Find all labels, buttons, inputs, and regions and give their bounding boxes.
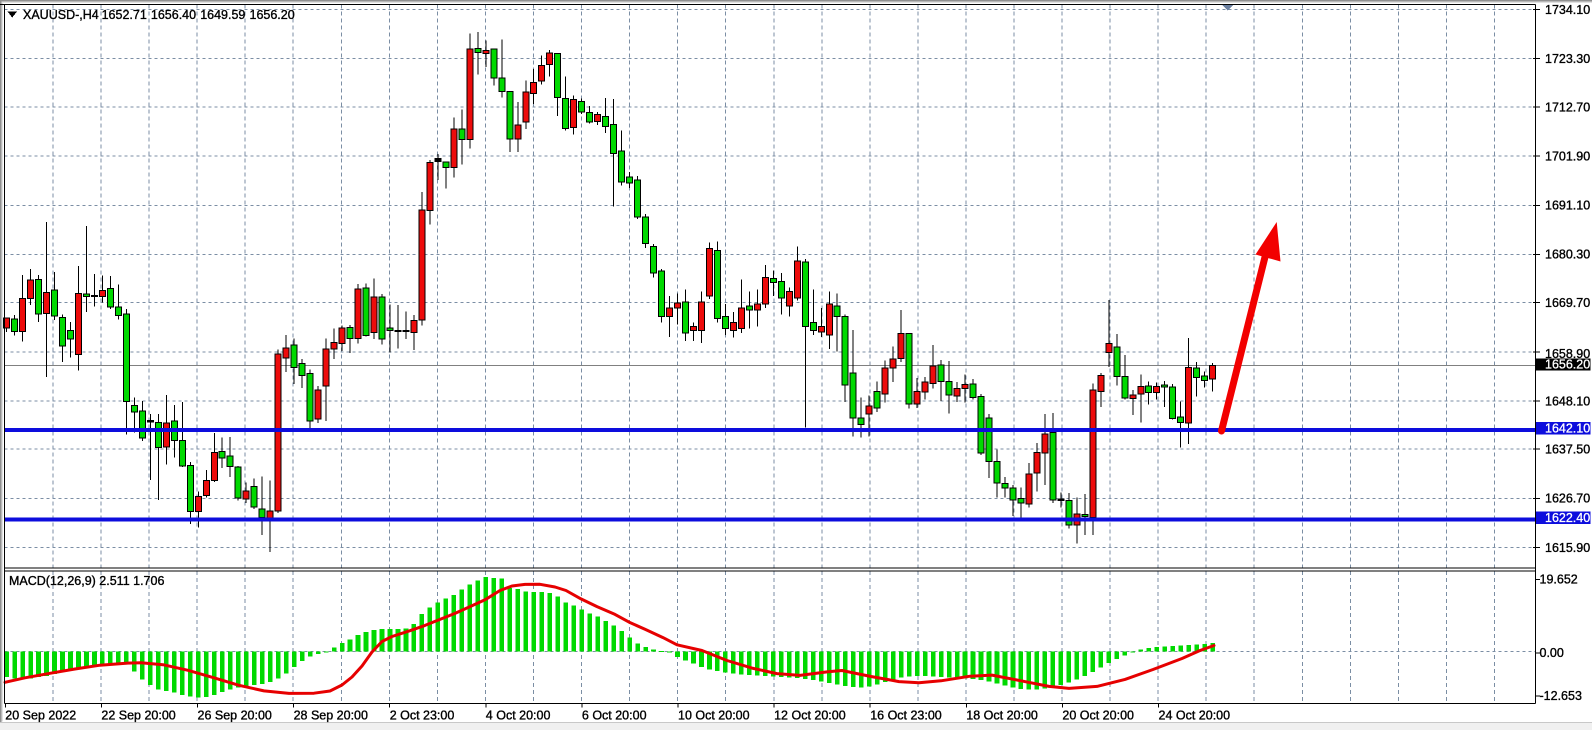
svg-text:-12.653: -12.653 [1540, 689, 1582, 703]
svg-text:1701.90: 1701.90 [1545, 149, 1590, 163]
svg-text:1642.10: 1642.10 [1545, 422, 1590, 436]
svg-text:1712.70: 1712.70 [1545, 100, 1590, 114]
svg-text:1652.71: 1652.71 [102, 8, 147, 22]
svg-text:2 Oct 23:00: 2 Oct 23:00 [390, 709, 455, 723]
svg-text:1626.70: 1626.70 [1545, 492, 1590, 506]
svg-text:26 Sep 20:00: 26 Sep 20:00 [198, 709, 272, 723]
svg-text:1734.10: 1734.10 [1545, 3, 1590, 17]
svg-text:24 Oct 20:00: 24 Oct 20:00 [1159, 709, 1231, 723]
svg-text:1615.90: 1615.90 [1545, 541, 1590, 555]
svg-text:16 Oct 23:00: 16 Oct 23:00 [870, 709, 942, 723]
svg-text:1691.10: 1691.10 [1545, 199, 1590, 213]
svg-text:22 Sep 20:00: 22 Sep 20:00 [101, 709, 175, 723]
svg-text:18 Oct 20:00: 18 Oct 20:00 [966, 709, 1038, 723]
svg-text:1656.40: 1656.40 [151, 8, 196, 22]
svg-text:1637.50: 1637.50 [1545, 443, 1590, 457]
svg-text:12 Oct 20:00: 12 Oct 20:00 [774, 709, 846, 723]
svg-text:1656.20: 1656.20 [250, 8, 295, 22]
svg-text:1648.10: 1648.10 [1545, 394, 1590, 408]
svg-text:1649.59: 1649.59 [200, 8, 245, 22]
svg-text:6 Oct 20:00: 6 Oct 20:00 [582, 709, 647, 723]
svg-text:4 Oct 20:00: 4 Oct 20:00 [486, 709, 551, 723]
svg-text:10 Oct 20:00: 10 Oct 20:00 [678, 709, 750, 723]
svg-text:19.652: 19.652 [1540, 573, 1578, 587]
svg-text:1669.70: 1669.70 [1545, 296, 1590, 310]
svg-text:1680.30: 1680.30 [1545, 248, 1590, 262]
svg-text:XAUUSD-,H4: XAUUSD-,H4 [23, 8, 99, 22]
svg-text:20 Sep 2022: 20 Sep 2022 [5, 709, 76, 723]
svg-text:20 Oct 20:00: 20 Oct 20:00 [1062, 709, 1134, 723]
svg-text:1723.30: 1723.30 [1545, 52, 1590, 66]
svg-text:1622.40: 1622.40 [1545, 511, 1590, 525]
svg-text:28 Sep 20:00: 28 Sep 20:00 [294, 709, 368, 723]
svg-text:1656.20: 1656.20 [1545, 358, 1590, 372]
svg-text:MACD(12,26,9) 2.511 1.706: MACD(12,26,9) 2.511 1.706 [9, 574, 164, 588]
svg-text:1658.90: 1658.90 [1545, 347, 1590, 361]
svg-text:0.00: 0.00 [1540, 646, 1564, 660]
